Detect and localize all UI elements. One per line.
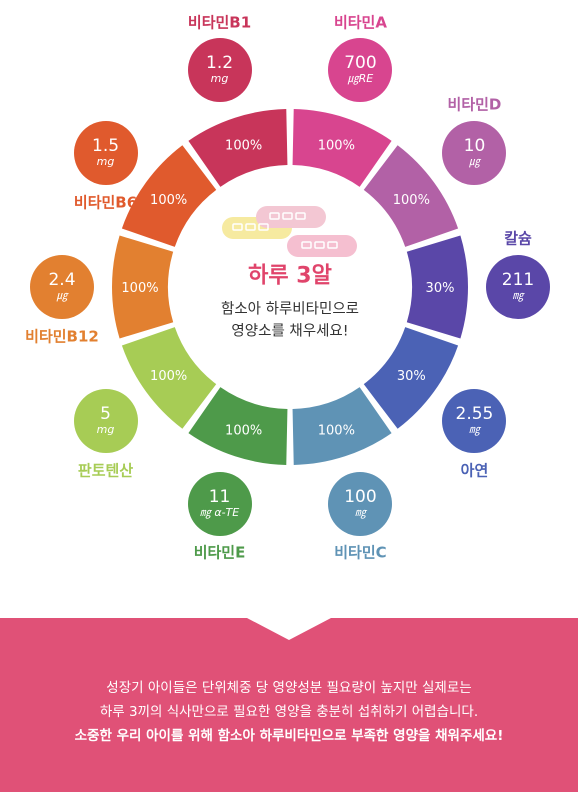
nutrient-name-label: 비타민D [447, 95, 502, 114]
banner-notch [247, 618, 331, 640]
nutrient-amount-value: 700 [344, 53, 377, 74]
segment-percent-label: 30% [397, 369, 426, 384]
ring-segment [292, 109, 392, 187]
nutrient-amount-unit: ㎎ [468, 423, 480, 437]
nutrient-amount-bubble: 10 ㎍ [442, 120, 507, 185]
segment-percent-label: 100% [225, 424, 262, 439]
nutrient-amount-unit: ㎍RE [347, 72, 374, 86]
nutrient-name-label: 비타민B1 [187, 13, 252, 32]
nutrient-amount-value: 100 [344, 487, 377, 508]
nutrient-amount-bubble: 100 ㎎ [328, 471, 393, 536]
segment-percent-label: 30% [426, 281, 455, 296]
nutrient-amount-value: 10 [463, 136, 486, 157]
center-message: 하루 3알 함소아 하루비타민으로 영양소를 채우세요! [180, 257, 400, 343]
nutrient-name-label: 비타민A [333, 13, 387, 32]
nutrient-name-label: 아연 [460, 461, 489, 480]
nutrient-ring: 100% 100% 30% 30% 100% 100% 100% 100% 100% 100% [111, 109, 468, 465]
nutrient-name-label: 비타민B6 [73, 193, 138, 212]
nutrient-amount-value: 5 [100, 404, 111, 425]
nutrient-amount-unit: mg [96, 423, 115, 437]
ring-segment [292, 387, 392, 465]
segment-percent-label: 100% [150, 193, 187, 208]
nutrient-amount-bubble: 700 ㎍RE [328, 38, 393, 103]
segment-percent-label: 100% [318, 138, 355, 153]
nutrient-amount-value: 11 [208, 487, 231, 508]
nutrient-amount-value: 1.5 [92, 136, 120, 157]
nutrient-amount-bubble: 1.2 mg [187, 38, 252, 103]
ring-segment [188, 387, 288, 465]
ring-segment [406, 235, 468, 339]
center-subtitle-line2: 영양소를 채우세요! [231, 323, 349, 339]
nutrient-amount-bubble: 5 mg [73, 389, 138, 453]
banner-line1: 성장기 아이들은 단위체중 당 영양성분 필요량이 높지만 실제로는 [106, 680, 472, 696]
nutrient-amount-unit: ㎎ [354, 505, 366, 519]
ring-segment [363, 145, 459, 247]
banner-line3: 소중한 우리 아이를 위해 함소아 하루비타민으로 부족한 영양을 채워주세요! [74, 728, 504, 744]
segment-percent-label: 100% [393, 193, 430, 208]
banner-line2: 하루 3끼의 식사만으로 필요한 영양을 충분히 섭취하기 어렵습니다. [99, 704, 479, 720]
nutrient-amount-bubble: 211 ㎎ [486, 255, 550, 319]
nutrient-amount-unit: ㎍ [56, 289, 68, 303]
nutrient-amount-unit: mg [96, 155, 115, 169]
nutrient-name-label: 칼슘 [504, 229, 532, 248]
ring-segment [121, 327, 217, 429]
segment-percent-label: 100% [318, 424, 355, 439]
nutrient-amount-unit: mg [210, 72, 229, 86]
ring-segment [188, 109, 288, 187]
ring-segment [363, 327, 459, 429]
nutrient-name-label: 판토텐산 [77, 461, 134, 480]
nutrient-amount-bubble: 2.55 ㎎ [442, 389, 507, 453]
nutrient-amount-value: 211 [501, 270, 535, 291]
nutrient-amount-bubble: 11 ㎎ α-TE [187, 471, 252, 536]
nutrient-amount-value: 2.55 [455, 404, 494, 425]
center-title: 하루 3알 [248, 263, 332, 289]
nutrient-name-label: 비타민C [334, 543, 387, 562]
nutrient-amount-bubble: 2.4 ㎍ [30, 255, 94, 319]
pill-illustration-icon [222, 206, 357, 257]
info-banner: 성장기 아이들은 단위체중 당 영양성분 필요량이 높지만 실제로는 하루 3끼… [0, 618, 578, 792]
segment-percent-label: 100% [150, 369, 187, 384]
nutrient-amount-bubble: 1.5 mg [73, 120, 138, 185]
ring-segment [111, 235, 174, 339]
nutrient-amount-unit: ㎎ α-TE [199, 505, 240, 519]
nutrient-name-label: 비타민B12 [25, 327, 99, 346]
segment-percent-label: 100% [121, 281, 158, 296]
nutrient-amount-unit: ㎎ [512, 289, 524, 303]
segment-percent-label: 100% [225, 138, 262, 153]
ring-segment [121, 145, 217, 247]
nutrient-amount-value: 2.4 [48, 270, 76, 291]
nutrient-amount-unit: ㎍ [468, 155, 480, 169]
nutrient-amount-value: 1.2 [206, 53, 234, 74]
nutrient-name-label: 비타민E [193, 543, 246, 562]
nutrient-ring-infographic: 100% 100% 30% 30% 100% 100% 100% 100% 100% 100% 하… [25, 13, 550, 562]
center-subtitle-line1: 함소아 하루비타민으로 [220, 301, 359, 318]
